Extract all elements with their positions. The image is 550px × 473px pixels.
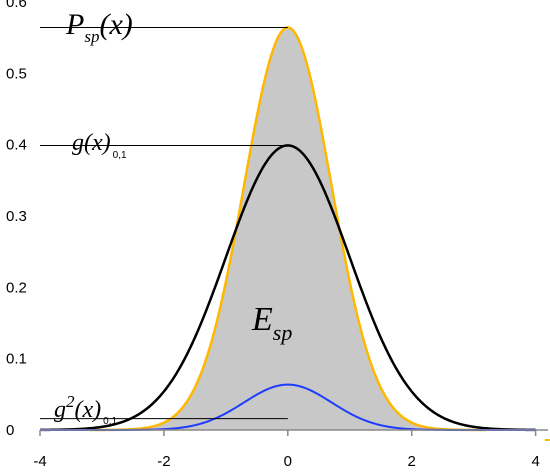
x-tick-label: 2 — [408, 453, 416, 470]
psp-label: Psp(x) — [65, 8, 133, 46]
y-tick-label: 0.2 — [6, 279, 27, 296]
plot-area — [40, 26, 536, 432]
y-tick-label: 0.4 — [6, 137, 27, 154]
axes — [39, 429, 550, 441]
psp-area-fill — [40, 27, 536, 430]
tick-labels: -4 -2 0 2 4 0 0.1 0.2 0.3 0.4 0.5 0.6 — [6, 0, 540, 470]
y-tick-label: 0.3 — [6, 208, 27, 225]
x-tick-label: 4 — [531, 453, 539, 470]
y-tick-label: 0 — [6, 422, 14, 439]
area-label: Esp — [251, 301, 292, 345]
g-label: g(x) 0,1 — [72, 130, 127, 161]
y-tick-label: 0.1 — [6, 351, 27, 368]
g2-label: g2(x) 0,1 — [54, 392, 117, 427]
y-tick-label: 0.5 — [6, 65, 27, 82]
y-tick-label: 0.6 — [6, 0, 27, 11]
x-tick-label: -4 — [33, 453, 46, 470]
x-tick-label: 0 — [284, 453, 292, 470]
x-tick-label: -2 — [157, 453, 170, 470]
reference-lines — [40, 27, 288, 420]
